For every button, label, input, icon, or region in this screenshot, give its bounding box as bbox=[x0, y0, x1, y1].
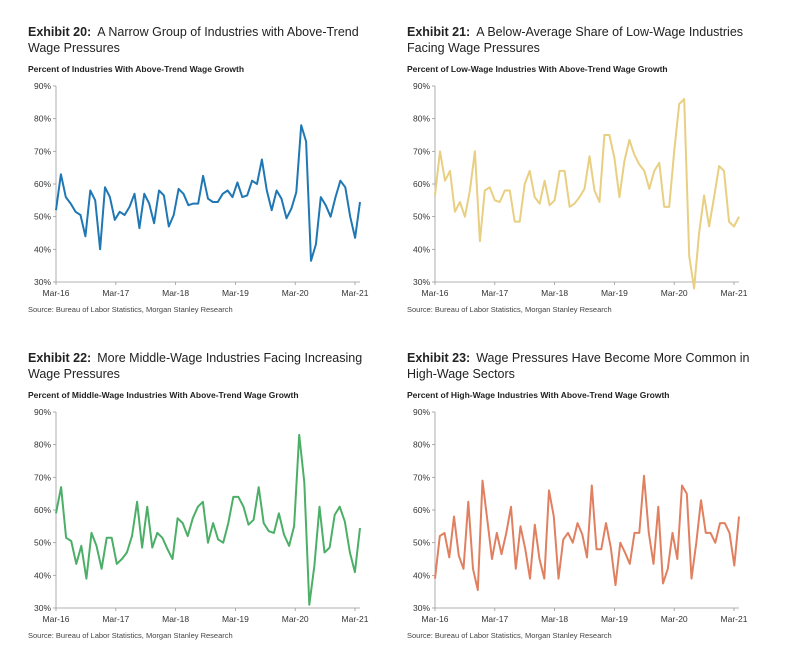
x-tick-label: Mar-16 bbox=[422, 288, 449, 298]
chart-title: More Middle-Wage Industries Facing Incre… bbox=[28, 351, 363, 381]
chart-subtitle: Percent of Low-Wage Industries With Abov… bbox=[407, 64, 668, 74]
line-chart: 30% 40% 50% 60% 70% 80% 90% Mar-16 Mar-17 Mar-18 M… bbox=[34, 81, 369, 298]
y-tick-label: 70% bbox=[34, 146, 51, 156]
x-tick-label: Mar-20 bbox=[282, 288, 309, 298]
x-tick-label: Mar-17 bbox=[481, 614, 508, 624]
x-tick-label: Mar-21 bbox=[342, 288, 369, 298]
series-line bbox=[55, 124, 361, 262]
line-chart: 30% 40% 50% 60% 70% 80% 90% Mar-16 Mar-17 Mar-18 M… bbox=[413, 81, 748, 298]
chart-title: Wage Pressures Have Become More Common i… bbox=[407, 351, 750, 381]
y-tick-label: 80% bbox=[413, 114, 430, 124]
line-chart: 30% 40% 50% 60% 70% 80% 90% Mar-16 Mar-17 Mar-18 M… bbox=[34, 407, 369, 624]
source-note: Source: Bureau of Labor Statistics, Morg… bbox=[28, 631, 233, 640]
x-tick-label: Mar-20 bbox=[661, 288, 688, 298]
x-tick-label: Mar-17 bbox=[102, 288, 129, 298]
source-note: Source: Bureau of Labor Statistics, Morg… bbox=[407, 305, 612, 314]
y-tick-label: 90% bbox=[34, 407, 51, 417]
series-line bbox=[434, 98, 740, 290]
chart-heading: Exhibit 21: A Below-Average Share of Low-… bbox=[407, 24, 767, 56]
x-tick-label: Mar-17 bbox=[481, 288, 508, 298]
exhibit-number: Exhibit 21: bbox=[407, 25, 471, 39]
x-tick-label: Mar-21 bbox=[721, 614, 748, 624]
chart-heading: Exhibit 20: A Narrow Group of Industries … bbox=[28, 24, 388, 56]
exhibit-number: Exhibit 22: bbox=[28, 351, 92, 365]
y-tick-label: 80% bbox=[34, 114, 51, 124]
source-note: Source: Bureau of Labor Statistics, Morg… bbox=[28, 305, 233, 314]
y-tick-label: 50% bbox=[34, 538, 51, 548]
chart-title: A Below-Average Share of Low-Wage Indust… bbox=[407, 25, 744, 55]
x-tick-label: Mar-18 bbox=[541, 288, 568, 298]
x-tick-label: Mar-19 bbox=[222, 614, 249, 624]
x-tick-label: Mar-20 bbox=[282, 614, 309, 624]
line-chart: 30% 40% 50% 60% 70% 80% 90% Mar-16 Mar-17 Mar-18 M… bbox=[413, 407, 748, 624]
y-tick-label: 30% bbox=[413, 603, 430, 613]
y-tick-label: 50% bbox=[413, 538, 430, 548]
x-tick-label: Mar-21 bbox=[721, 288, 748, 298]
chart-panel-3: Exhibit 22: More Middle-Wage Industries F… bbox=[28, 350, 408, 670]
y-tick-label: 40% bbox=[34, 570, 51, 580]
x-tick-label: Mar-19 bbox=[601, 614, 628, 624]
x-tick-label: Mar-19 bbox=[601, 288, 628, 298]
y-tick-label: 90% bbox=[413, 407, 430, 417]
y-tick-label: 60% bbox=[413, 505, 430, 515]
exhibit-number: Exhibit 23: bbox=[407, 351, 471, 365]
y-tick-label: 30% bbox=[34, 603, 51, 613]
y-tick-label: 40% bbox=[34, 244, 51, 254]
y-tick-label: 70% bbox=[413, 472, 430, 482]
y-tick-label: 80% bbox=[413, 440, 430, 450]
series-line bbox=[55, 433, 361, 606]
chart-panel-4: Exhibit 23: Wage Pressures Have Become Mo… bbox=[407, 350, 787, 670]
y-tick-label: 60% bbox=[34, 505, 51, 515]
chart-heading: Exhibit 22: More Middle-Wage Industries F… bbox=[28, 350, 388, 382]
chart-panel-1: Exhibit 20: A Narrow Group of Industries … bbox=[28, 24, 408, 344]
x-tick-label: Mar-18 bbox=[162, 288, 189, 298]
x-tick-label: Mar-21 bbox=[342, 614, 369, 624]
exhibit-number: Exhibit 20: bbox=[28, 25, 92, 39]
y-tick-label: 30% bbox=[413, 277, 430, 287]
y-tick-label: 40% bbox=[413, 244, 430, 254]
x-tick-label: Mar-18 bbox=[541, 614, 568, 624]
chart-title: A Narrow Group of Industries with Above-… bbox=[28, 25, 359, 55]
y-tick-label: 50% bbox=[413, 212, 430, 222]
series-line bbox=[434, 474, 740, 591]
x-tick-label: Mar-16 bbox=[422, 614, 449, 624]
y-tick-label: 70% bbox=[413, 146, 430, 156]
y-tick-label: 70% bbox=[34, 472, 51, 482]
x-tick-label: Mar-16 bbox=[43, 614, 70, 624]
chart-subtitle: Percent of High-Wage Industries With Abo… bbox=[407, 390, 670, 400]
y-tick-label: 60% bbox=[413, 179, 430, 189]
chart-panel-2: Exhibit 21: A Below-Average Share of Low-… bbox=[407, 24, 787, 344]
x-tick-label: Mar-19 bbox=[222, 288, 249, 298]
y-tick-label: 40% bbox=[413, 570, 430, 580]
y-tick-label: 90% bbox=[34, 81, 51, 91]
chart-subtitle: Percent of Middle-Wage Industries With A… bbox=[28, 390, 299, 400]
source-note: Source: Bureau of Labor Statistics, Morg… bbox=[407, 631, 612, 640]
chart-heading: Exhibit 23: Wage Pressures Have Become Mo… bbox=[407, 350, 767, 382]
y-tick-label: 30% bbox=[34, 277, 51, 287]
x-tick-label: Mar-20 bbox=[661, 614, 688, 624]
y-tick-label: 50% bbox=[34, 212, 51, 222]
x-tick-label: Mar-18 bbox=[162, 614, 189, 624]
x-tick-label: Mar-17 bbox=[102, 614, 129, 624]
x-tick-label: Mar-16 bbox=[43, 288, 70, 298]
y-tick-label: 60% bbox=[34, 179, 51, 189]
chart-subtitle: Percent of Industries With Above-Trend W… bbox=[28, 64, 245, 74]
y-tick-label: 90% bbox=[413, 81, 430, 91]
y-tick-label: 80% bbox=[34, 440, 51, 450]
